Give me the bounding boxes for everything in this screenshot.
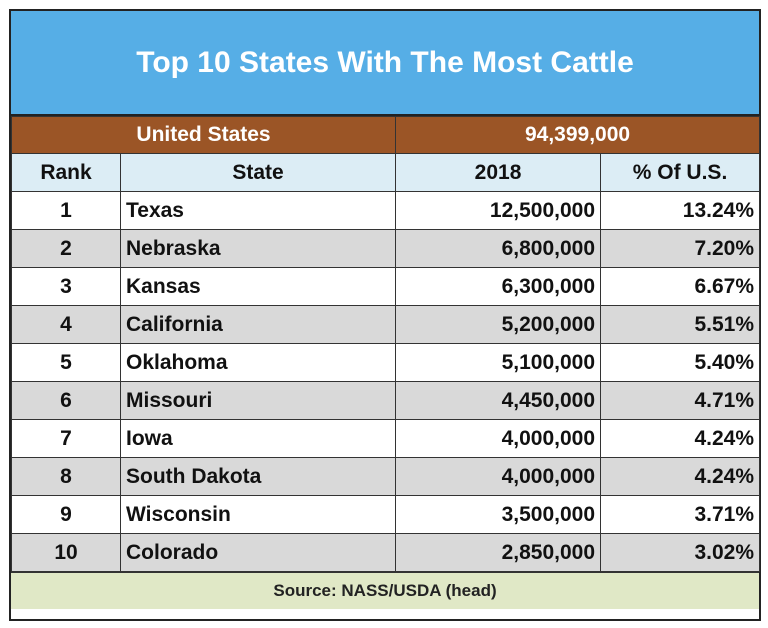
table-cell: 4,000,000	[395, 457, 602, 496]
header-cell: % Of U.S.	[600, 153, 761, 192]
table-row: 5 Oklahoma 5,100,000 5.40%	[11, 343, 761, 382]
table-cell: Texas	[119, 191, 397, 230]
table-cell: 5,200,000	[395, 305, 602, 344]
table-cell: 8	[11, 457, 121, 496]
table-cell: 4,450,000	[395, 381, 602, 420]
table-body: United States 94,399,000 Rank State 2018% …	[10, 116, 761, 572]
table-cell: 2	[11, 229, 121, 268]
source-note: Source: NASS/USDA (head)	[11, 572, 759, 609]
table-cell: South Dakota	[119, 457, 397, 496]
table-cell: California	[119, 305, 397, 344]
summary-label: United States	[10, 116, 397, 154]
summary-value: 94,399,000	[395, 116, 761, 154]
table-frame: Top 10 States With The Most Cattle Unite…	[9, 9, 761, 621]
table-cell: 1	[11, 191, 121, 230]
table-cell: 9	[11, 495, 121, 534]
table-cell: 6.67%	[600, 267, 761, 306]
table-cell: Wisconsin	[119, 495, 397, 534]
table-cell: Nebraska	[119, 229, 397, 268]
header-cell: State	[119, 153, 397, 192]
cattle-table: United States 94,399,000 Rank State 2018% …	[10, 116, 761, 572]
table-cell: 5.40%	[600, 343, 761, 382]
table-cell: Colorado	[119, 533, 397, 572]
table-cell: 6	[11, 381, 121, 420]
table-row: 1 Texas 12,500,000 13.24%	[11, 191, 761, 230]
table-cell: 5,100,000	[395, 343, 602, 382]
table-cell: 4,000,000	[395, 419, 602, 458]
table-cell: 4.24%	[600, 419, 761, 458]
table-cell: 3	[11, 267, 121, 306]
table-cell: 4	[11, 305, 121, 344]
table-cell: 4.24%	[600, 457, 761, 496]
summary-row: United States 94,399,000	[10, 116, 761, 154]
table-cell: 3.02%	[600, 533, 761, 572]
table-cell: 7	[11, 419, 121, 458]
header-cell: 2018	[395, 153, 602, 192]
table-cell: Iowa	[119, 419, 397, 458]
table-cell: 2,850,000	[395, 533, 602, 572]
table-row: 4 California 5,200,000 5.51%	[11, 305, 761, 344]
table-cell: 4.71%	[600, 381, 761, 420]
table-row: 7 Iowa 4,000,000 4.24%	[11, 419, 761, 458]
table-cell: 6,300,000	[395, 267, 602, 306]
table-cell: 12,500,000	[395, 191, 602, 230]
table-cell: 5	[11, 343, 121, 382]
table-row: 9 Wisconsin 3,500,000 3.71%	[11, 495, 761, 534]
table-cell: 5.51%	[600, 305, 761, 344]
table-cell: 3.71%	[600, 495, 761, 534]
table-row: 2 Nebraska 6,800,000 7.20%	[11, 229, 761, 268]
title: Top 10 States With The Most Cattle	[11, 11, 759, 116]
table-cell: 10	[11, 533, 121, 572]
table-cell: Oklahoma	[119, 343, 397, 382]
table-row: 10 Colorado 2,850,000 3.02%	[11, 533, 761, 572]
header-row: Rank State 2018% Of U.S.	[11, 153, 761, 192]
header-cell: Rank	[11, 153, 121, 192]
table-cell: 7.20%	[600, 229, 761, 268]
table-cell: 3,500,000	[395, 495, 602, 534]
table-row: 8 South Dakota 4,000,000 4.24%	[11, 457, 761, 496]
table-row: 6 Missouri 4,450,000 4.71%	[11, 381, 761, 420]
table-cell: 6,800,000	[395, 229, 602, 268]
table-row: 3 Kansas 6,300,000 6.67%	[11, 267, 761, 306]
table-cell: 13.24%	[600, 191, 761, 230]
table-cell: Kansas	[119, 267, 397, 306]
table-cell: Missouri	[119, 381, 397, 420]
